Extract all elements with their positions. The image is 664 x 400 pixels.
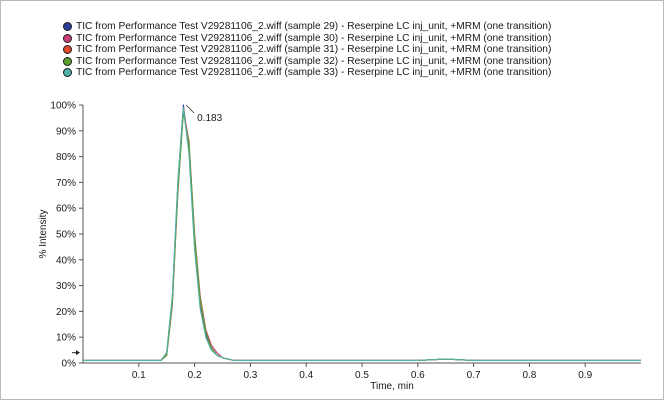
- y-tick-label: 80%: [56, 152, 76, 163]
- x-axis-label: Time, min: [370, 381, 414, 392]
- x-tick-label: 0.4: [299, 370, 313, 381]
- series-line-3: [83, 107, 641, 361]
- y-tick-label: 30%: [56, 281, 76, 292]
- y-tick-label: 60%: [56, 204, 76, 215]
- legend-swatch: [63, 22, 72, 32]
- series-line-5: [83, 107, 641, 361]
- legend-swatch: [63, 56, 72, 66]
- legend-label: TIC from Performance Test V29281106_2.wi…: [76, 21, 552, 33]
- legend-swatch: [63, 33, 72, 43]
- y-tick-label: 0%: [62, 359, 77, 370]
- y-tick-label: 100%: [50, 101, 76, 112]
- y-tick-label: 20%: [56, 307, 76, 318]
- legend-label: TIC from Performance Test V29281106_2.wi…: [76, 67, 552, 79]
- threshold-marker-arrowhead: [76, 350, 80, 356]
- x-tick-label: 0.7: [467, 370, 481, 381]
- series-line-4: [83, 112, 641, 361]
- legend-label: TIC from Performance Test V29281106_2.wi…: [76, 32, 552, 44]
- legend-item: TIC from Performance Test V29281106_2.wi…: [63, 44, 551, 56]
- legend-item: TIC from Performance Test V29281106_2.wi…: [63, 56, 551, 68]
- x-tick-label: 0.9: [578, 370, 592, 381]
- annotation-leader: [185, 104, 195, 114]
- chart-legend: TIC from Performance Test V29281106_2.wi…: [63, 21, 551, 79]
- x-tick-label: 0.2: [188, 370, 202, 381]
- y-tick-label: 50%: [56, 230, 76, 241]
- legend-label: TIC from Performance Test V29281106_2.wi…: [76, 55, 552, 67]
- x-tick-label: 0.1: [132, 370, 146, 381]
- legend-item: TIC from Performance Test V29281106_2.wi…: [63, 21, 551, 33]
- legend-item: TIC from Performance Test V29281106_2.wi…: [63, 67, 551, 79]
- x-tick-label: 0.8: [522, 370, 536, 381]
- y-tick-label: 70%: [56, 178, 76, 189]
- legend-item: TIC from Performance Test V29281106_2.wi…: [63, 33, 551, 45]
- peak-annotation: 0.183: [197, 113, 222, 124]
- legend-label: TIC from Performance Test V29281106_2.wi…: [76, 44, 552, 56]
- y-tick-label: 10%: [56, 333, 76, 344]
- series-line-1: [83, 104, 641, 361]
- legend-swatch: [63, 68, 72, 78]
- legend-swatch: [63, 45, 72, 55]
- x-tick-label: 0.3: [243, 370, 257, 381]
- x-tick-label: 0.6: [411, 370, 425, 381]
- y-tick-label: 90%: [56, 126, 76, 137]
- y-tick-label: 40%: [56, 255, 76, 266]
- x-tick-label: 0.5: [355, 370, 369, 381]
- y-axis-label: % Intensity: [38, 210, 49, 259]
- series-line-2: [83, 109, 641, 361]
